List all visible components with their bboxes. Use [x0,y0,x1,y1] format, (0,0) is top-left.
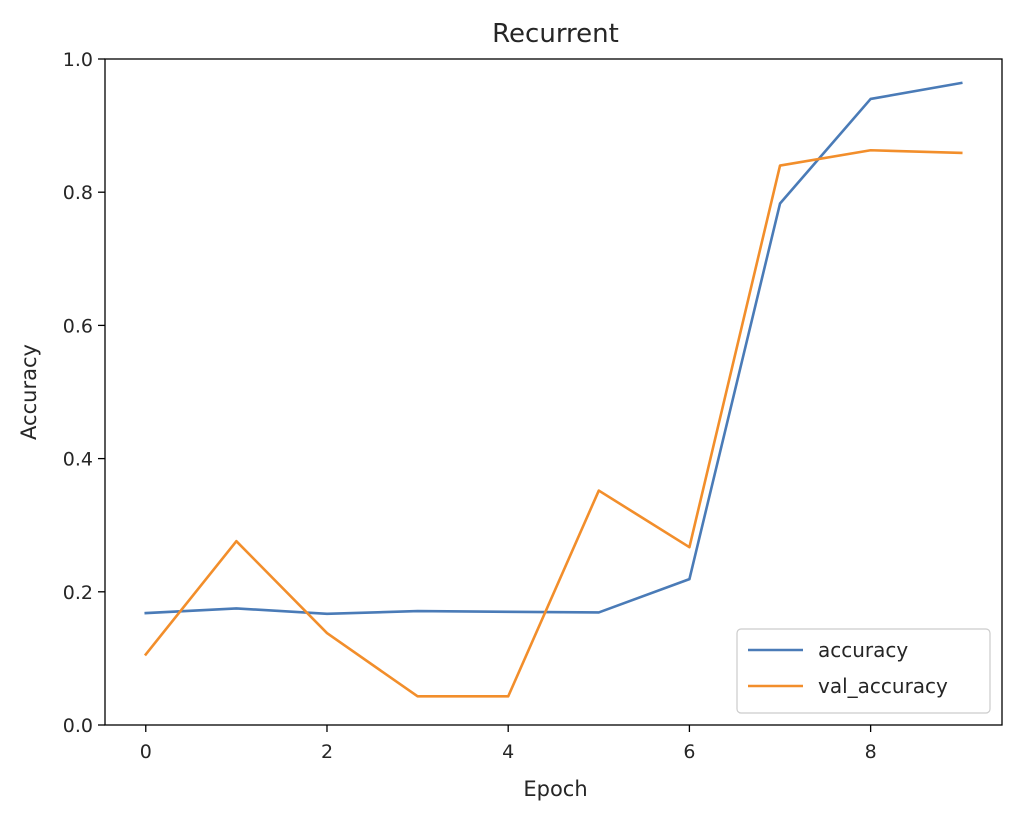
x-tick-label: 2 [321,741,333,763]
x-tick-label: 8 [865,741,877,763]
y-axis-label: Accuracy [17,344,41,440]
chart-title: Recurrent [492,19,619,49]
series-line-val-accuracy [143,148,963,698]
y-tick-label: 1.0 [63,49,93,71]
x-axis: 0 2 4 6 8 [140,725,877,763]
y-axis: 0.0 0.2 0.4 0.6 0.8 1.0 [63,49,105,737]
legend: accuracy val_accuracy [736,628,991,714]
series-line-accuracy [144,81,963,616]
y-tick-label: 0.0 [63,715,93,737]
legend-label: accuracy [818,638,908,662]
x-tick-label: 6 [683,741,695,763]
legend-label: val_accuracy [818,674,948,698]
y-tick-label: 0.8 [63,182,93,204]
plot-lines [143,81,963,698]
axes-frame [104,58,1003,726]
y-tick-label: 0.4 [63,449,93,471]
y-tick-label: 0.6 [63,315,93,337]
x-axis-label: Epoch [523,777,587,801]
x-tick-label: 4 [502,741,514,763]
y-tick-label: 0.2 [63,582,93,604]
x-tick-label: 0 [140,741,152,763]
